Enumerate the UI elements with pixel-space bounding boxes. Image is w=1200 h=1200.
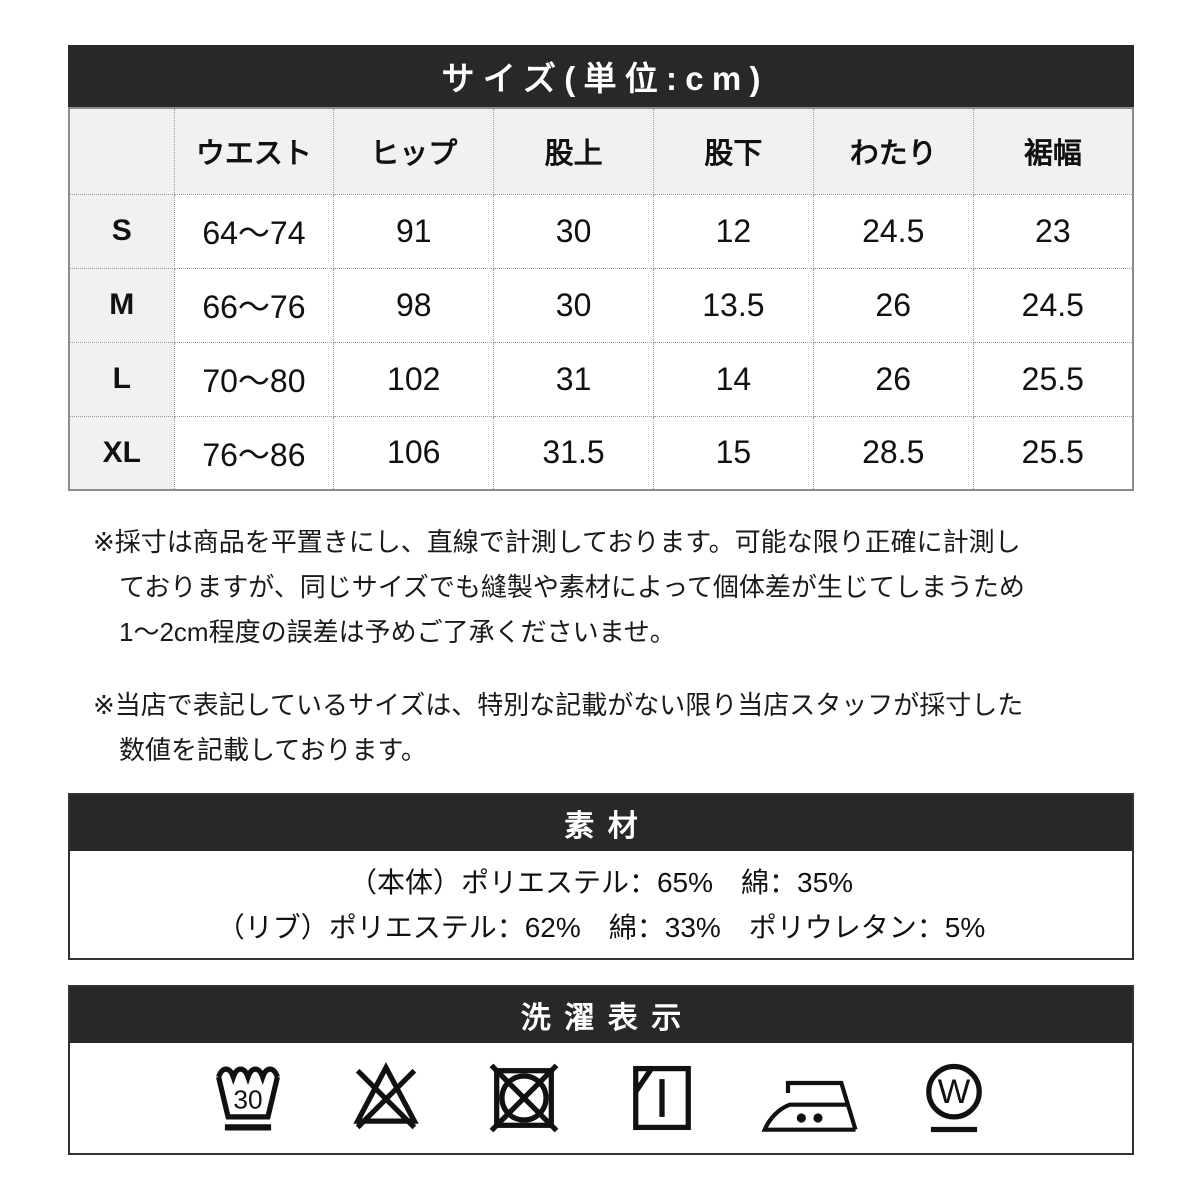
size-label-s: S (68, 193, 175, 269)
table-row-xl: XL 76～86 106 31.5 15 28.5 25.5 (68, 415, 1134, 491)
col-header-waist: ウエスト (173, 107, 335, 195)
table-row-m: M 66～76 98 30 13.5 26 24.5 (68, 267, 1134, 343)
cell-l-thigh: 26 (812, 341, 974, 417)
cell-xl-inseam: 15 (652, 415, 814, 491)
material-title-bar: 素材 (70, 795, 1132, 851)
cell-xl-rise: 31.5 (493, 415, 654, 491)
cell-xl-hip: 106 (333, 415, 495, 491)
laundry-section: 洗濯表示 30 (68, 985, 1134, 1155)
size-table-header-row: ウエスト ヒップ 股上 股下 わたり 裾幅 (68, 107, 1134, 195)
col-header-hem: 裾幅 (972, 107, 1134, 195)
cell-l-inseam: 14 (652, 341, 814, 417)
cell-xl-thigh: 28.5 (812, 415, 974, 491)
laundry-symbols-row: 30 (70, 1043, 1132, 1153)
wet-cleaning-icon: W (912, 1056, 996, 1140)
do-not-bleach-icon (344, 1056, 428, 1140)
laundry-title: 洗濯表示 (520, 1002, 695, 1035)
cell-s-rise: 30 (493, 193, 654, 269)
material-line-rib: （リブ）ポリエステル：62% 綿：33% ポリウレタン：5% (216, 911, 986, 943)
size-table-title: サイズ(単位:cm) (441, 60, 769, 97)
col-header-rise: 股上 (493, 107, 654, 195)
size-table-section: サイズ(単位:cm) ウエスト ヒップ 股上 股下 わたり 裾幅 S 64～74… (68, 45, 1134, 491)
cell-s-hip: 91 (333, 193, 495, 269)
svg-text:W: W (938, 1073, 971, 1111)
size-label-l: L (68, 341, 175, 417)
note-measurement-method: ※採寸は商品を平置きにし、直線で計測しております。可能な限り正確に計測し ており… (93, 527, 1025, 647)
size-label-m: M (68, 267, 175, 343)
size-table-title-bar: サイズ(単位:cm) (68, 45, 1134, 107)
wash-30-icon: 30 (206, 1056, 290, 1140)
cell-m-inseam: 13.5 (652, 267, 814, 343)
laundry-title-bar: 洗濯表示 (70, 987, 1132, 1043)
iron-medium-icon (758, 1063, 858, 1133)
cell-xl-waist: 76～86 (173, 415, 335, 491)
cell-s-hem: 23 (972, 193, 1134, 269)
size-table: ウエスト ヒップ 股上 股下 わたり 裾幅 S 64～74 91 30 12 2… (68, 107, 1134, 491)
material-line-main: （本体）ポリエステル：65% 綿：35% (348, 866, 854, 898)
col-header-inseam: 股下 (652, 107, 814, 195)
cell-xl-hem: 25.5 (972, 415, 1134, 491)
material-body: （本体）ポリエステル：65% 綿：35% （リブ）ポリエステル：62% 綿：33… (70, 851, 1132, 958)
shade-dry-icon (620, 1056, 704, 1140)
col-header-thigh: わたり (812, 107, 974, 195)
cell-l-rise: 31 (493, 341, 654, 417)
cell-s-waist: 64～74 (173, 193, 335, 269)
cell-m-hip: 98 (333, 267, 495, 343)
svg-text:30: 30 (233, 1085, 262, 1115)
material-section: 素材 （本体）ポリエステル：65% 綿：35% （リブ）ポリエステル：62% 綿… (68, 793, 1134, 960)
table-row-s: S 64～74 91 30 12 24.5 23 (68, 193, 1134, 269)
cell-m-waist: 66～76 (173, 267, 335, 343)
cell-s-thigh: 24.5 (812, 193, 974, 269)
size-label-xl: XL (68, 415, 175, 491)
corner-cell (68, 107, 175, 195)
cell-s-inseam: 12 (652, 193, 814, 269)
cell-l-waist: 70～80 (173, 341, 335, 417)
cell-l-hem: 25.5 (972, 341, 1134, 417)
material-title: 素材 (564, 810, 652, 843)
note-staff-measured: ※当店で表記しているサイズは、特別な記載がない限り当店スタッフが採寸した 数値を… (93, 690, 1024, 765)
col-header-hip: ヒップ (333, 107, 495, 195)
cell-m-hem: 24.5 (972, 267, 1134, 343)
cell-m-thigh: 26 (812, 267, 974, 343)
do-not-tumble-dry-icon (482, 1056, 566, 1140)
cell-l-hip: 102 (333, 341, 495, 417)
cell-m-rise: 30 (493, 267, 654, 343)
table-row-l: L 70～80 102 31 14 26 25.5 (68, 341, 1134, 417)
